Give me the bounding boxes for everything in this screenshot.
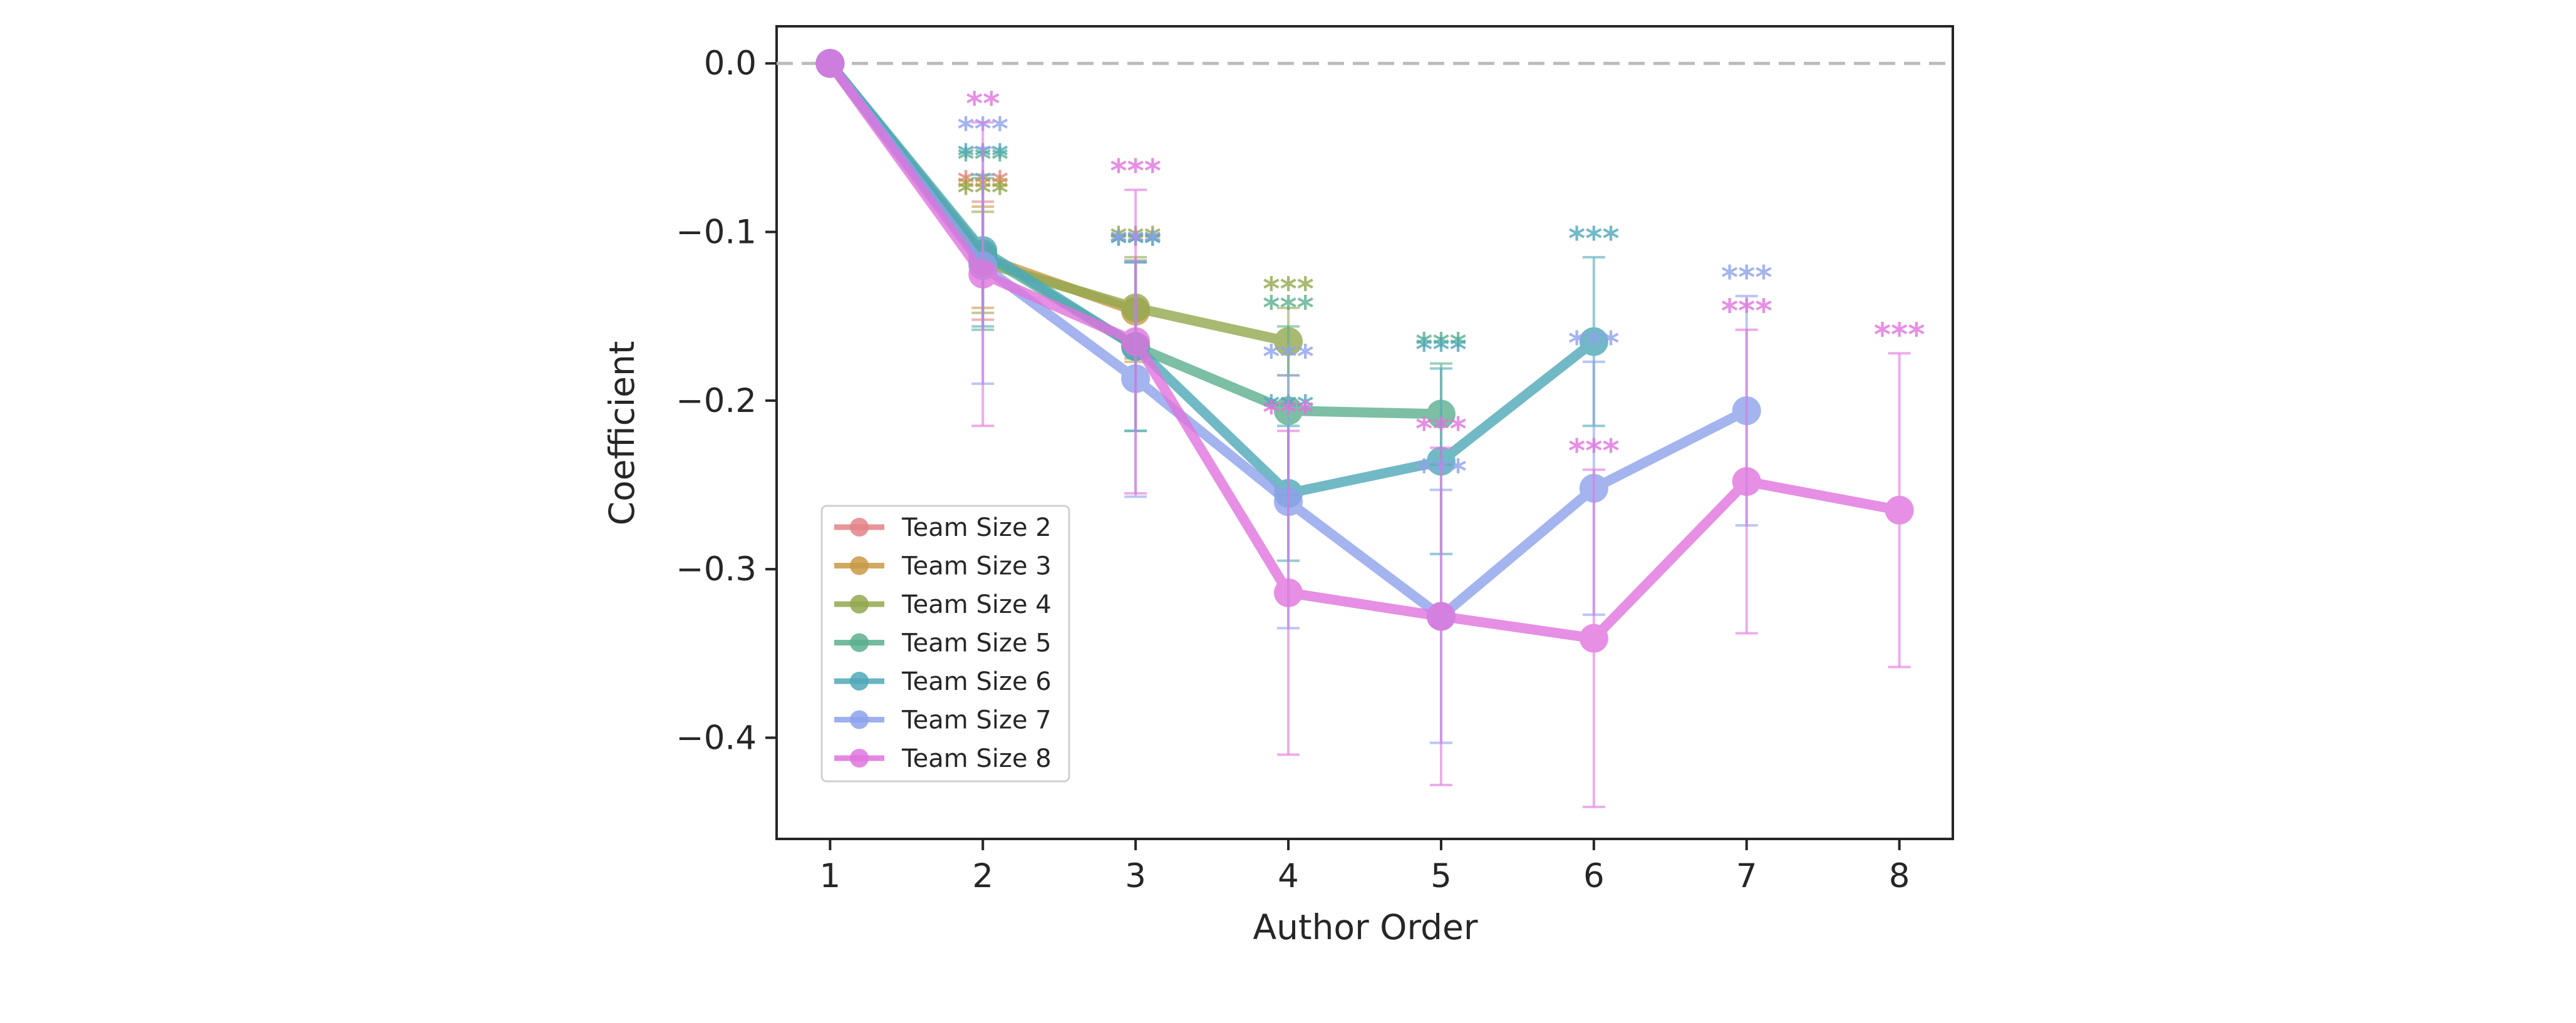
y-axis-title: Coefficient bbox=[602, 341, 642, 526]
y-tick-label: −0.3 bbox=[676, 550, 757, 589]
significance-label: *** bbox=[1263, 338, 1314, 376]
significance-label: *** bbox=[1568, 433, 1620, 470]
legend-label: Team Size 2 bbox=[901, 513, 1052, 542]
x-tick-label: 3 bbox=[1125, 857, 1146, 895]
legend-marker bbox=[850, 749, 869, 768]
x-tick-label: 8 bbox=[1889, 857, 1910, 895]
legend-marker bbox=[850, 518, 869, 537]
x-tick-label: 2 bbox=[972, 857, 993, 895]
series-5: ************ bbox=[815, 49, 1467, 496]
legend-label: Team Size 3 bbox=[901, 552, 1052, 581]
plot-area: 1 2 3 4 5 6 7 80.0−0.1−0.2−0.3−0.4*************… bbox=[676, 25, 1954, 895]
legend-item: Team Size 6 bbox=[834, 667, 1052, 696]
data-point bbox=[815, 49, 845, 78]
significance-label: *** bbox=[1415, 411, 1467, 448]
legend: Team Size 2 Team Size 3 Team Size 4 Team Si… bbox=[820, 505, 1070, 783]
significance-label: *** bbox=[1263, 289, 1314, 327]
significance-label: *** bbox=[1415, 332, 1467, 369]
legend-marker bbox=[850, 672, 869, 691]
significance-label: ** bbox=[966, 85, 1000, 123]
legend-label: Team Size 6 bbox=[901, 667, 1052, 696]
significance-label: *** bbox=[1263, 394, 1314, 431]
legend-label: Team Size 4 bbox=[901, 590, 1052, 619]
x-tick-label: 6 bbox=[1583, 857, 1605, 895]
legend-marker bbox=[850, 595, 869, 614]
data-point bbox=[1579, 624, 1608, 653]
legend-label: Team Size 8 bbox=[901, 744, 1052, 773]
significance-label: *** bbox=[1721, 259, 1772, 297]
significance-label: *** bbox=[1721, 293, 1772, 331]
significance-label: *** bbox=[1874, 316, 1925, 354]
significance-label: *** bbox=[1110, 153, 1161, 190]
legend-marker bbox=[850, 633, 869, 652]
series-8: ******** ************ bbox=[815, 49, 1925, 808]
y-tick-label: −0.4 bbox=[676, 719, 757, 757]
legend-item: Team Size 3 bbox=[834, 552, 1052, 581]
significance-label: *** bbox=[1415, 327, 1467, 364]
legend-item: Team Size 5 bbox=[834, 629, 1052, 658]
y-tick-label: −0.1 bbox=[676, 213, 757, 252]
x-tick-label: 1 bbox=[819, 857, 841, 895]
x-tick-label: 4 bbox=[1278, 857, 1299, 895]
legend-marker bbox=[850, 556, 869, 575]
y-axis-label: Coefficient bbox=[602, 341, 642, 526]
legend-box bbox=[820, 505, 1070, 783]
plot-frame bbox=[775, 25, 1954, 840]
legend-item: Team Size 2 bbox=[834, 513, 1052, 542]
data-point bbox=[1121, 327, 1151, 356]
y-tick-label: 0.0 bbox=[704, 44, 757, 83]
series-line bbox=[825, 58, 1905, 644]
data-point bbox=[968, 259, 998, 289]
y-tick-label: −0.2 bbox=[676, 382, 757, 420]
significance-label: *** bbox=[1568, 220, 1620, 258]
legend-label: Team Size 5 bbox=[901, 629, 1052, 658]
data-point bbox=[1885, 495, 1914, 525]
data-point bbox=[1579, 327, 1608, 356]
legend-item: Team Size 4 bbox=[834, 590, 1052, 619]
x-tick-label: 5 bbox=[1430, 857, 1452, 895]
data-point bbox=[1426, 602, 1456, 631]
legend-label: Team Size 7 bbox=[901, 706, 1052, 735]
x-axis-label: Author Order bbox=[1253, 907, 1478, 947]
data-point bbox=[1274, 578, 1303, 607]
x-tick-label: 7 bbox=[1736, 857, 1757, 895]
significance-label: *** bbox=[1263, 271, 1314, 309]
significance-label: *** bbox=[1568, 325, 1620, 362]
legend-marker bbox=[850, 710, 869, 729]
data-point bbox=[1732, 467, 1761, 496]
legend-item: Team Size 8 bbox=[834, 744, 1052, 773]
series-line bbox=[825, 58, 1599, 498]
legend-item: Team Size 7 bbox=[834, 706, 1052, 735]
